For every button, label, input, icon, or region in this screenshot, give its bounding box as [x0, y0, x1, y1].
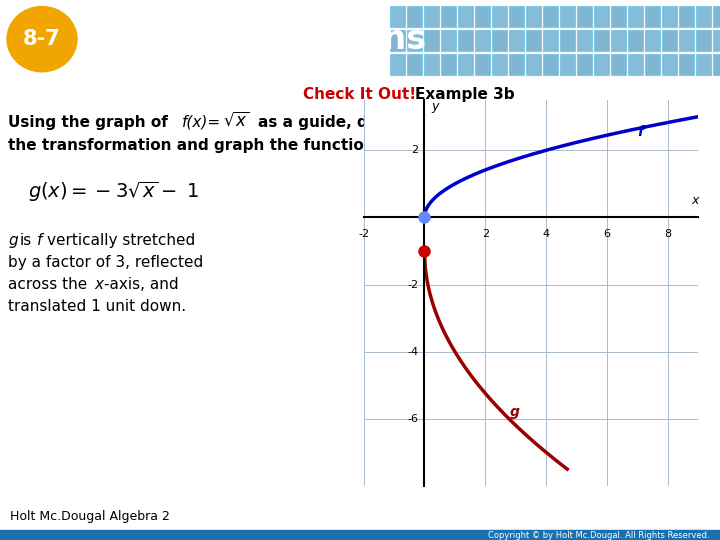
Bar — [526, 30, 541, 51]
Bar — [696, 54, 711, 75]
Bar — [662, 6, 677, 27]
Bar — [611, 30, 626, 51]
Bar — [458, 54, 473, 75]
Bar — [577, 6, 592, 27]
Text: f: f — [37, 233, 42, 248]
Text: Check It Out!: Check It Out! — [303, 87, 417, 102]
Text: $\sqrt{x}$: $\sqrt{x}$ — [223, 111, 250, 130]
Bar — [560, 54, 575, 75]
Bar — [526, 6, 541, 27]
Bar — [577, 54, 592, 75]
Text: -2: -2 — [358, 229, 369, 239]
Text: translated 1 unit down.: translated 1 unit down. — [8, 299, 186, 314]
Text: across the: across the — [8, 277, 87, 292]
Bar — [543, 30, 558, 51]
Text: -axis, and: -axis, and — [104, 277, 179, 292]
Bar — [662, 30, 677, 51]
Bar — [679, 30, 694, 51]
Bar — [475, 6, 490, 27]
Bar — [679, 54, 694, 75]
Bar — [390, 54, 405, 75]
Bar — [407, 30, 422, 51]
Text: 6: 6 — [603, 229, 611, 239]
Bar — [594, 6, 609, 27]
Bar — [492, 30, 507, 51]
Bar — [458, 30, 473, 51]
Text: the transformation and graph the function.: the transformation and graph the functio… — [8, 138, 380, 153]
Bar — [407, 6, 422, 27]
Bar — [441, 54, 456, 75]
Bar — [696, 30, 711, 51]
Bar — [662, 54, 677, 75]
Text: x: x — [94, 277, 103, 292]
Bar — [611, 6, 626, 27]
Bar — [645, 6, 660, 27]
Bar — [713, 6, 720, 27]
Text: Example 3b: Example 3b — [415, 87, 514, 102]
Bar — [441, 6, 456, 27]
Text: -2: -2 — [408, 280, 418, 289]
Bar — [645, 30, 660, 51]
Bar — [628, 30, 643, 51]
Text: -4: -4 — [408, 347, 418, 357]
Text: 8: 8 — [665, 229, 672, 239]
Bar — [645, 54, 660, 75]
Bar — [492, 54, 507, 75]
Text: g: g — [510, 405, 520, 419]
Bar — [509, 6, 524, 27]
Bar — [509, 54, 524, 75]
Text: 2: 2 — [411, 145, 418, 156]
Text: f(x)=: f(x)= — [182, 115, 221, 130]
Bar — [509, 30, 524, 51]
Bar — [560, 6, 575, 27]
Bar — [543, 6, 558, 27]
Bar — [441, 30, 456, 51]
Ellipse shape — [7, 6, 77, 72]
Text: x: x — [692, 194, 699, 207]
Text: by a factor of 3, reflected: by a factor of 3, reflected — [8, 255, 203, 270]
Bar — [713, 54, 720, 75]
Text: -6: -6 — [408, 414, 418, 424]
Text: Holt Mc.Dougal Algebra 2: Holt Mc.Dougal Algebra 2 — [10, 510, 170, 523]
Bar — [458, 6, 473, 27]
Bar — [424, 6, 439, 27]
Text: g: g — [8, 233, 17, 248]
Bar — [594, 30, 609, 51]
Bar — [475, 54, 490, 75]
Text: as a guide, describe: as a guide, describe — [258, 115, 431, 130]
Bar — [611, 54, 626, 75]
Bar — [696, 6, 711, 27]
Text: y: y — [431, 100, 438, 113]
Text: 8-7: 8-7 — [23, 29, 60, 49]
Bar — [492, 6, 507, 27]
Bar — [390, 6, 405, 27]
Bar — [560, 30, 575, 51]
Bar — [390, 30, 405, 51]
Bar — [543, 54, 558, 75]
Bar — [679, 6, 694, 27]
Bar — [0, 530, 720, 540]
Bar — [628, 6, 643, 27]
Text: $g(x) = -3\sqrt{x} -\ 1$: $g(x) = -3\sqrt{x} -\ 1$ — [28, 180, 199, 204]
Bar — [526, 54, 541, 75]
Bar — [407, 54, 422, 75]
Bar — [577, 30, 592, 51]
Text: f: f — [637, 125, 644, 139]
Text: Radical Functions: Radical Functions — [95, 23, 426, 56]
Text: 4: 4 — [543, 229, 550, 239]
Text: 2: 2 — [482, 229, 489, 239]
Bar — [628, 54, 643, 75]
Bar — [713, 30, 720, 51]
Text: Copyright © by Holt Mc.Dougal. All Rights Reserved.: Copyright © by Holt Mc.Dougal. All Right… — [488, 530, 710, 539]
Bar — [424, 54, 439, 75]
Text: is: is — [20, 233, 32, 248]
Text: Using the graph of: Using the graph of — [8, 115, 168, 130]
Bar — [475, 30, 490, 51]
Bar — [594, 54, 609, 75]
Bar — [424, 30, 439, 51]
Text: vertically stretched: vertically stretched — [47, 233, 195, 248]
